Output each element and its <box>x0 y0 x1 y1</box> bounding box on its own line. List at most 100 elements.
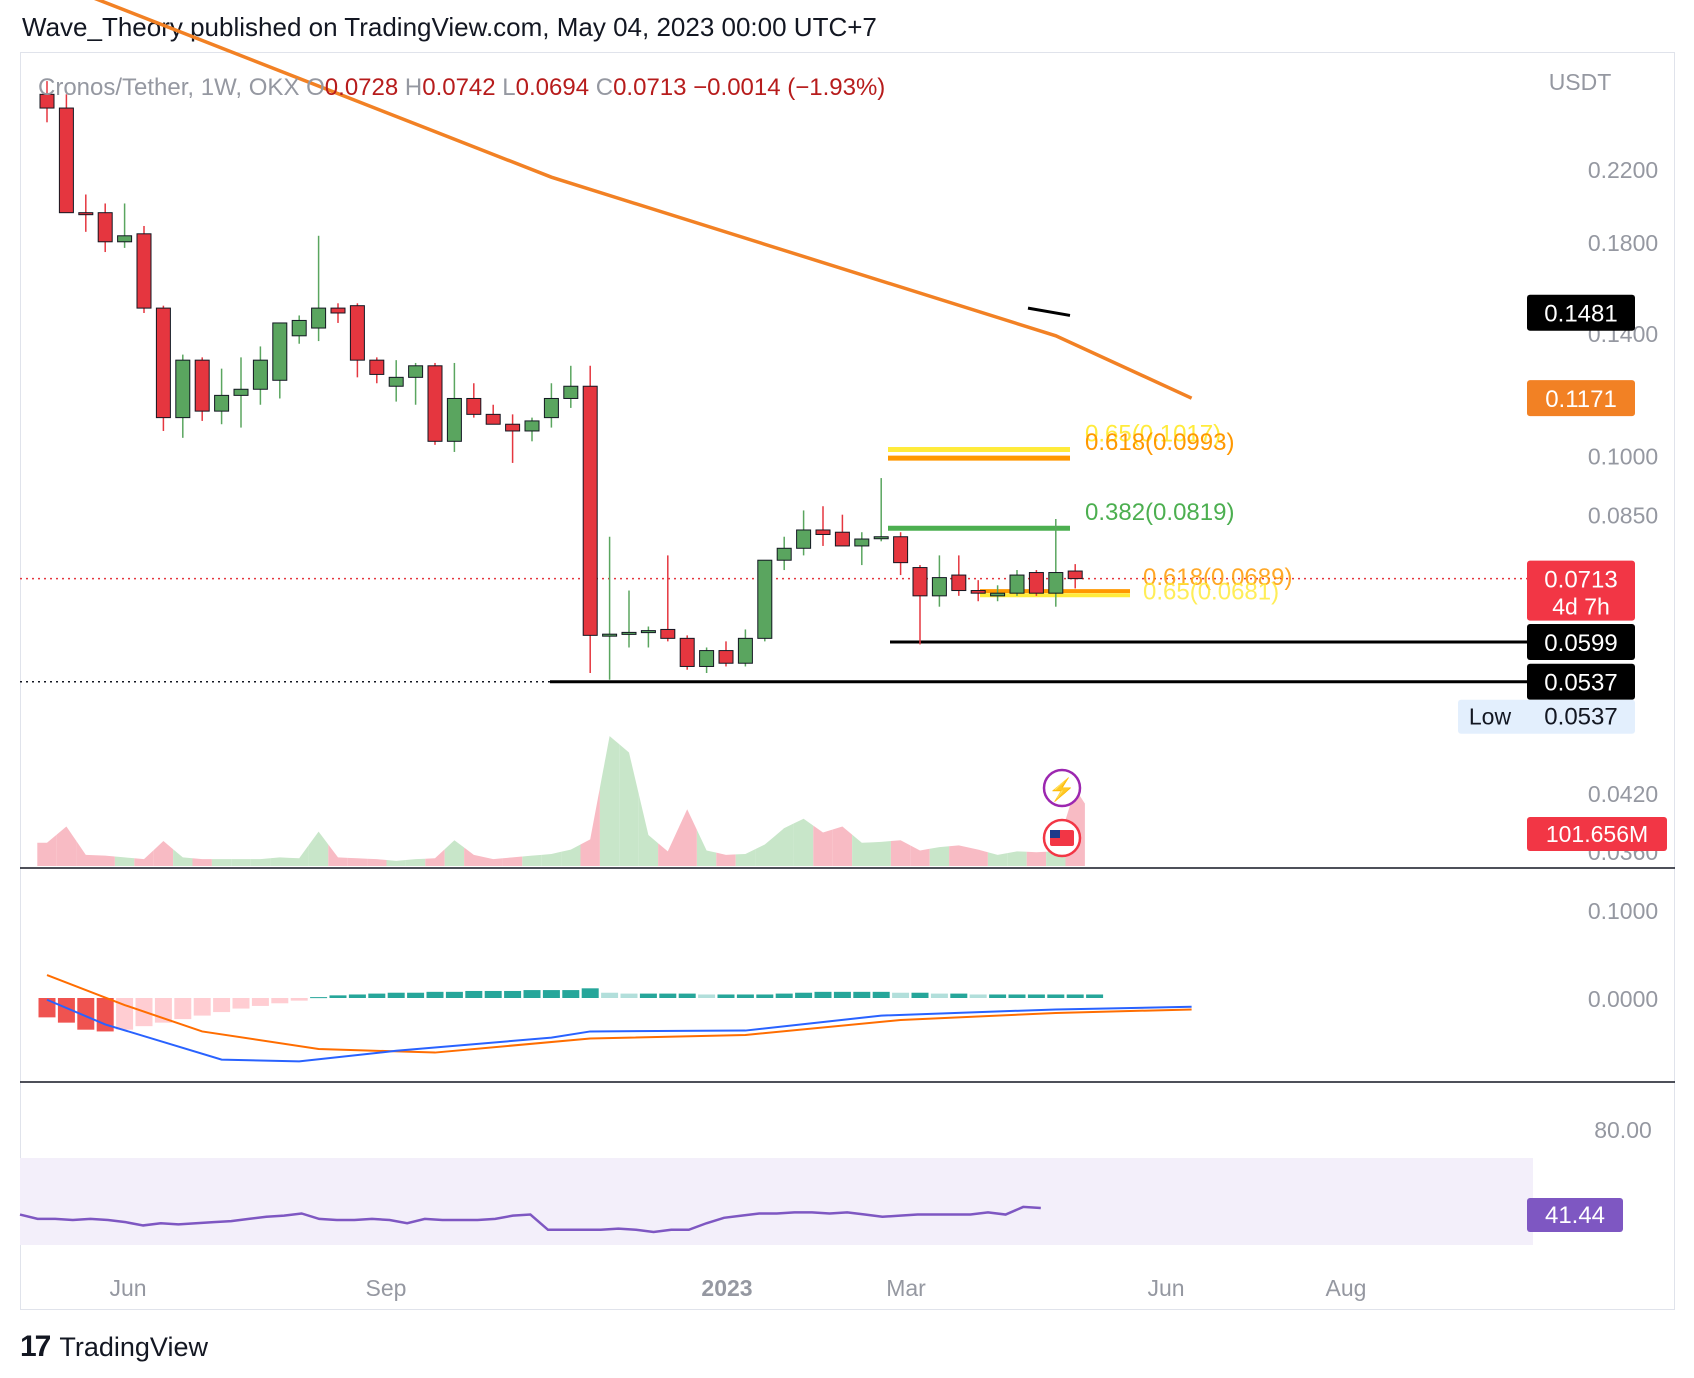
macd-histogram-bar <box>504 990 522 998</box>
volume-bar <box>813 825 833 866</box>
price-label-line: 0.0599 <box>1544 630 1617 657</box>
volume-bar <box>95 855 115 866</box>
macd-histogram-bar <box>77 998 95 1030</box>
tradingview-footer[interactable]: 17 TradingView <box>20 1330 208 1364</box>
macd-histogram-bar <box>407 992 425 998</box>
tradingview-brand: TradingView <box>59 1331 208 1362</box>
legend-symbol: Cronos/Tether, 1W, OKX <box>38 74 306 101</box>
candle-body <box>602 633 618 637</box>
x-tick-label: Sep <box>366 1275 407 1301</box>
macd-histogram-bar <box>232 998 250 1009</box>
y-tick-label: 0.1800 <box>1588 230 1658 256</box>
volume-label-bg <box>1527 817 1667 851</box>
candle-body <box>582 385 598 636</box>
volume-bar <box>793 818 814 866</box>
price-label-line-bg <box>1527 663 1635 700</box>
tradingview-logo-icon: 17 <box>20 1330 51 1363</box>
volume-bar <box>425 849 445 866</box>
y-axis-unit: USDT <box>1549 69 1612 95</box>
volume-bar <box>153 841 174 866</box>
candle-body <box>699 650 715 667</box>
macd-histogram-bar <box>678 993 696 998</box>
volume-bar <box>308 831 329 866</box>
macd-histogram-bar <box>329 995 347 998</box>
macd-histogram-bar <box>213 998 231 1013</box>
macd-histogram-bar <box>698 994 716 998</box>
legend-open-value: 0.0728 <box>325 74 405 101</box>
macd-histogram-bar <box>892 992 910 998</box>
macd-histogram-bar <box>581 988 599 998</box>
volume-bar <box>852 834 872 866</box>
candle-body <box>776 547 792 561</box>
price-label-line: 0.1481 <box>1544 301 1617 328</box>
volume-bar <box>56 826 77 866</box>
candle-body <box>640 630 656 634</box>
candle-body <box>252 359 268 390</box>
macd-histogram-bar <box>251 998 269 1006</box>
volume-bar <box>386 859 406 866</box>
volume-bar <box>561 844 581 866</box>
macd-histogram-bar <box>271 998 289 1004</box>
candle-body <box>718 650 734 664</box>
x-tick-label: Aug <box>1326 1275 1367 1301</box>
macd-histogram-bar <box>659 993 677 998</box>
volume-bar <box>483 856 503 866</box>
volume-bar <box>328 844 348 866</box>
candle-body <box>1048 572 1064 594</box>
candle-body <box>369 359 385 375</box>
price-label-line-bg <box>1527 294 1635 331</box>
volume-bar <box>270 857 290 866</box>
candle-body <box>737 637 753 664</box>
volume-bar <box>347 857 368 866</box>
macd-histogram-bar <box>639 993 657 998</box>
volume-bar <box>968 847 988 866</box>
macd-histogram-bar <box>562 990 580 998</box>
candle-body <box>97 212 113 243</box>
candle-body <box>155 307 171 419</box>
y-tick-label: 0.0420 <box>1588 781 1658 807</box>
macd-signal-line <box>46 974 1192 1054</box>
legend-low-label: L <box>502 74 515 101</box>
macd-histogram-bar <box>872 991 890 998</box>
macd-histogram-bar <box>174 998 192 1020</box>
candle-body <box>854 538 870 547</box>
volume-bar <box>871 841 891 866</box>
macd-histogram-bar <box>969 994 987 998</box>
macd-histogram-bar <box>465 990 483 998</box>
chart-canvas[interactable]: 0.65(0.1017)0.618(0.0993)0.382(0.0819)0.… <box>0 0 1694 1320</box>
candle-body <box>893 536 909 564</box>
macd-histogram-bar <box>930 993 948 998</box>
legend-high-value: 0.0742 <box>422 74 502 101</box>
macd-histogram-bar <box>426 991 444 998</box>
macd-tick-label: 0.1000 <box>1588 898 1658 924</box>
volume-bar <box>192 858 212 866</box>
volume-bar <box>173 849 193 866</box>
macd-histogram-bar <box>1047 994 1065 998</box>
price-label-ema-bg <box>1527 380 1635 417</box>
macd-histogram-bar <box>523 990 541 998</box>
volume-bar <box>211 859 232 866</box>
candle-body <box>796 529 812 549</box>
volume-bar <box>638 793 659 866</box>
candle-body <box>214 394 230 412</box>
rsi-pane <box>19 1158 1533 1245</box>
y-tick-label: 0.0850 <box>1588 503 1658 529</box>
volume-bar <box>735 849 756 866</box>
volume-bar <box>696 829 717 866</box>
volume-bar <box>37 834 57 866</box>
low-label-value: 0.0537 <box>1544 704 1617 731</box>
volume-bar <box>231 859 251 866</box>
volume-bar <box>1007 851 1027 866</box>
macd-histogram-bar <box>950 993 968 998</box>
legend-low-value: 0.0694 <box>516 74 596 101</box>
macd-histogram-bar <box>38 998 56 1018</box>
candle-body <box>970 590 986 594</box>
candle-body <box>388 376 404 387</box>
fib-label: 0.65(0.1017) <box>1085 420 1221 447</box>
candle-body <box>505 423 521 432</box>
volume-bar <box>949 845 969 866</box>
volume-bar <box>580 787 600 866</box>
macd-histogram-bar <box>620 993 638 998</box>
candle-body <box>408 365 424 378</box>
